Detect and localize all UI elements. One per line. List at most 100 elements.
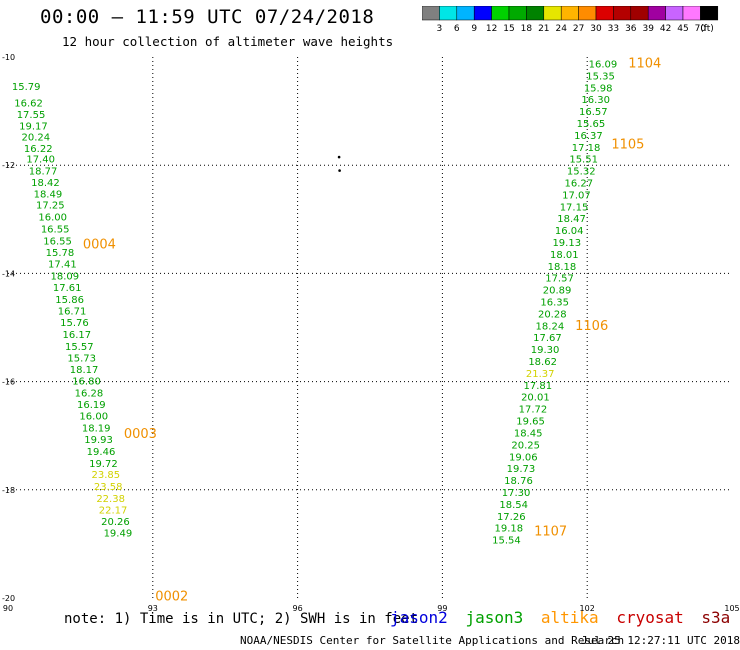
swh-value-west: 15.78 xyxy=(46,248,75,259)
scale-label: 12 xyxy=(486,24,497,34)
swh-value-east: 16.37 xyxy=(574,131,603,142)
swh-value-east: 17.26 xyxy=(497,512,526,523)
scale-label: 70 xyxy=(695,24,707,34)
scale-label: 45 xyxy=(677,24,688,34)
swh-value-east: 18.47 xyxy=(557,214,586,225)
swh-value-east: 17.81 xyxy=(523,381,552,392)
swh-value-east: 16.04 xyxy=(555,226,584,237)
y-tick-label: -10 xyxy=(2,53,15,62)
swh-value-west: 16.00 xyxy=(79,412,108,423)
swh-value-east: 18.62 xyxy=(528,357,557,368)
scale-label: 42 xyxy=(660,24,671,34)
scale-label: 3 xyxy=(437,24,443,34)
swh-value-east: 16.27 xyxy=(565,179,594,190)
swh-value-west: 19.17 xyxy=(19,122,48,133)
scale-label: 27 xyxy=(573,24,584,34)
swh-value-west: 15.73 xyxy=(67,353,96,364)
satellite-legend: jason2 jason3 altika cryosat s3a xyxy=(390,608,738,627)
scale-unit: (ft) xyxy=(700,24,714,34)
swh-value-east: 17.07 xyxy=(562,190,591,201)
swh-value-east: 19.18 xyxy=(495,524,524,535)
swh-value-west: 22.38 xyxy=(96,494,125,505)
timestamp-text: Jul 25 12:27:11 UTC 2018 xyxy=(581,634,740,647)
track-time-label: 0004 xyxy=(83,238,116,253)
swh-value-east: 19.73 xyxy=(507,464,536,475)
swh-value-west: 16.17 xyxy=(63,330,92,341)
swh-value-west: 17.25 xyxy=(36,201,65,212)
swh-value-west: 16.19 xyxy=(77,400,106,411)
scale-label: 18 xyxy=(521,24,533,34)
legend-jason3: jason3 xyxy=(465,608,524,627)
scale-label: 21 xyxy=(538,24,549,34)
swh-value-east: 15.65 xyxy=(577,119,606,130)
swh-value-west: 15.76 xyxy=(60,318,89,329)
swh-value-east: 15.51 xyxy=(569,155,598,166)
swh-value-east: 19.30 xyxy=(531,345,560,356)
x-tick-label: 102 xyxy=(580,604,595,613)
x-tick-label: 96 xyxy=(293,604,303,613)
swh-value-west: 17.55 xyxy=(17,110,46,121)
swh-value-east: 20.25 xyxy=(511,440,540,451)
swh-value-west: 17.41 xyxy=(48,260,77,271)
x-tick-label: 90 xyxy=(3,604,13,613)
swh-value-west: 15.86 xyxy=(55,295,84,306)
scale-label: 15 xyxy=(503,24,514,34)
swh-value-east: 16.57 xyxy=(579,107,608,118)
swh-value-east: 16.30 xyxy=(581,95,610,106)
swh-value-west: 19.72 xyxy=(89,459,118,470)
swh-value-west: 19.46 xyxy=(87,447,116,458)
swh-value-west: 19.93 xyxy=(84,435,113,446)
x-tick-label: 105 xyxy=(724,604,739,613)
scale-label: 24 xyxy=(555,24,567,34)
swh-value-west: 17.61 xyxy=(53,283,82,294)
swh-value-east: 17.57 xyxy=(545,274,574,285)
swh-value-east: 17.15 xyxy=(560,202,589,213)
swh-value-east: 18.45 xyxy=(514,428,543,439)
swh-value-east: 20.89 xyxy=(543,286,572,297)
swh-value-east: 18.54 xyxy=(499,500,528,511)
swh-value-east: 16.35 xyxy=(540,298,569,309)
scale-label: 36 xyxy=(625,24,637,34)
x-tick-label: 99 xyxy=(437,604,447,613)
swh-value-east: 18.18 xyxy=(548,262,577,273)
swh-value-west: 15.57 xyxy=(65,342,94,353)
swh-value-west: 18.09 xyxy=(50,272,79,283)
swh-value-east: 18.76 xyxy=(504,476,533,487)
swh-value-west: 16.80 xyxy=(72,377,101,388)
swh-value-west: 16.62 xyxy=(14,98,43,109)
swh-value-west: 18.42 xyxy=(31,178,60,189)
swh-value-east: 20.01 xyxy=(521,393,550,404)
chart-subtitle: 12 hour collection of altimeter wave hei… xyxy=(62,34,394,49)
scale-label: 39 xyxy=(642,24,654,34)
swh-value-east: 18.24 xyxy=(536,321,565,332)
swh-value-east: 19.65 xyxy=(516,417,545,428)
track-time-label: 1105 xyxy=(611,138,644,153)
swh-value-east: 17.30 xyxy=(502,488,531,499)
legend-cryosat: cryosat xyxy=(616,608,684,627)
track-time-label: 1107 xyxy=(534,524,567,539)
scale-label: 6 xyxy=(454,24,460,34)
swh-value-west: 16.28 xyxy=(75,388,104,399)
swh-value-west: 16.00 xyxy=(38,213,67,224)
track-time-label: 0003 xyxy=(124,427,157,442)
swh-value-west: 18.17 xyxy=(70,365,99,376)
swh-value-east: 17.18 xyxy=(572,143,601,154)
swh-value-east: 15.54 xyxy=(492,536,521,547)
swh-value-east: 17.67 xyxy=(533,333,562,344)
swh-value-east: 19.06 xyxy=(509,452,538,463)
chart-title: 00:00 – 11:59 UTC 07/24/2018 xyxy=(40,6,375,28)
legend-altika: altika xyxy=(540,608,599,627)
color-scale-legend: 3 6 9 12 15 18 21 24 27 30 33 36 39 42 45 70(ft) xyxy=(422,6,719,34)
scale-label: 9 xyxy=(471,24,477,34)
swh-value-east: 15.35 xyxy=(586,71,615,82)
swh-value-west: 16.22 xyxy=(24,144,53,155)
legend-s3a: s3a xyxy=(701,608,731,627)
swh-value-west: 18.77 xyxy=(29,167,58,178)
swh-value-west: 19.49 xyxy=(104,529,133,540)
swh-value-east: 17.72 xyxy=(519,405,548,416)
swh-value-west: 20.24 xyxy=(22,133,51,144)
swh-value-west: 22.17 xyxy=(99,505,128,516)
swh-value-west: 23.85 xyxy=(92,470,121,481)
swh-value-west: 20.26 xyxy=(101,517,130,528)
x-tick-label: 93 xyxy=(148,604,158,613)
